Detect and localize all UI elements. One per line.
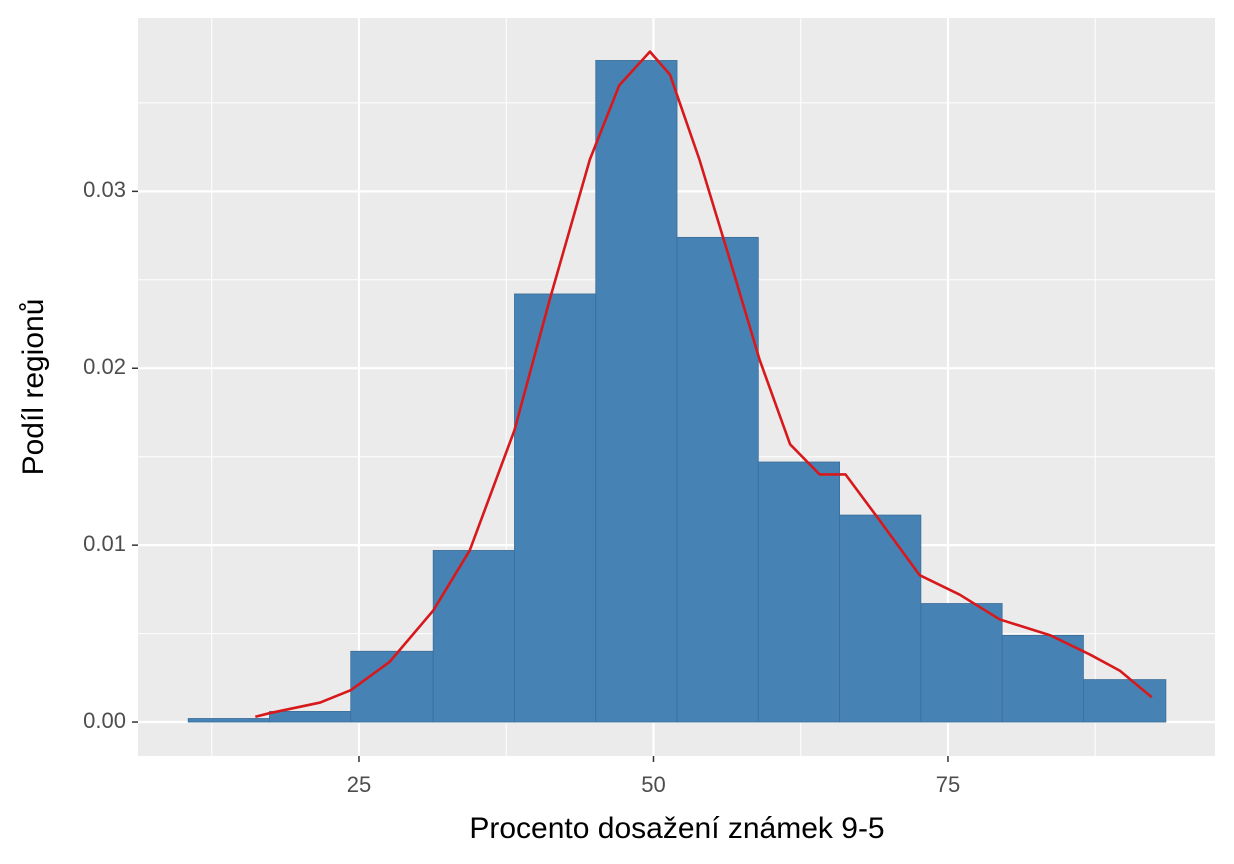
bar — [432, 550, 515, 723]
x-tick-label: 50 — [641, 772, 665, 797]
density-line — [255, 50, 1153, 718]
x-tick-label: 75 — [936, 772, 960, 797]
bar — [269, 711, 352, 723]
bar — [1083, 679, 1167, 723]
bar — [676, 236, 759, 723]
bar — [920, 603, 1003, 723]
y-tick-label: 0.02 — [83, 354, 126, 379]
bar — [514, 293, 597, 723]
bar — [595, 60, 678, 723]
bar — [187, 718, 270, 723]
bar — [757, 461, 840, 723]
y-tick-label: 0.00 — [83, 708, 126, 733]
x-tick-label: 25 — [347, 772, 371, 797]
y-axis-title: Podíl regionů — [17, 299, 50, 476]
bar — [350, 650, 434, 723]
x-axis-title: Procento dosažení známek 9-5 — [469, 812, 884, 845]
bar — [839, 514, 922, 723]
y-tick-label: 0.01 — [83, 531, 126, 556]
y-tick-label: 0.03 — [83, 177, 126, 202]
bar — [1001, 634, 1084, 723]
